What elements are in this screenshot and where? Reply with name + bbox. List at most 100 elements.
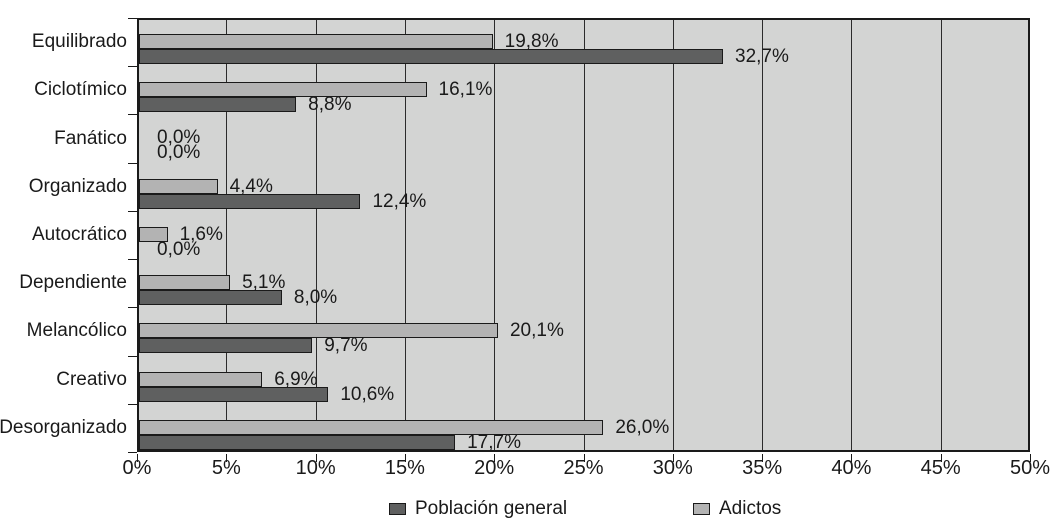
legend-item-poblacion-general: Población general	[389, 498, 567, 520]
x-tick-label: 20%	[474, 457, 515, 479]
category-row: 6,9% 10,6%	[139, 358, 1028, 406]
gridline	[404, 20, 406, 450]
x-tick-label: 40%	[831, 457, 872, 479]
legend-swatch-adictos	[693, 503, 710, 515]
gridline	[762, 20, 764, 450]
value-label-adictos: 6,9%	[274, 368, 318, 390]
category-label: Dependiente	[19, 272, 127, 294]
category-label: Melancólico	[26, 320, 127, 342]
value-label-adictos: 20,1%	[509, 320, 564, 342]
y-axis-tick	[128, 259, 137, 260]
value-label-poblacion-general: 9,7%	[324, 335, 368, 357]
gridline	[226, 20, 228, 450]
category-row: 1,6% 0,0%	[139, 213, 1028, 261]
value-label-adictos: 5,1%	[242, 272, 286, 294]
bar-adictos	[139, 82, 427, 98]
bar-poblacion-general	[139, 290, 282, 306]
legend: Población general Adictos	[0, 494, 1060, 520]
x-tick-label: 45%	[920, 457, 961, 479]
gridline	[940, 20, 942, 450]
gridline	[851, 20, 853, 450]
x-axis-tick	[315, 454, 317, 462]
x-axis-tick	[583, 454, 585, 462]
bar-adictos	[139, 323, 498, 339]
legend-label-adictos: Adictos	[719, 498, 782, 519]
value-label-poblacion-general: 10,6%	[340, 383, 395, 405]
gridline	[494, 20, 496, 450]
category-row: 0,0% 0,0%	[139, 116, 1028, 164]
value-label-poblacion-general: 17,7%	[467, 431, 521, 453]
x-axis-tick	[137, 454, 138, 462]
bar-poblacion-general	[139, 193, 361, 209]
value-label-adictos: 4,4%	[229, 175, 273, 197]
bar-poblacion-general	[139, 434, 456, 450]
value-label-poblacion-general: 12,4%	[372, 190, 427, 212]
x-tick-label: 50%	[1009, 457, 1051, 479]
x-tick-label: 25%	[563, 457, 604, 479]
x-tick-label: 30%	[652, 457, 693, 479]
x-axis-tick	[404, 454, 406, 462]
x-axis-tick	[940, 454, 942, 462]
category-label: Autocrático	[31, 223, 127, 245]
value-label-poblacion-general: 0,0%	[157, 142, 201, 164]
x-axis-tick	[1030, 454, 1031, 462]
category-row: 20,1% 9,7%	[139, 309, 1028, 357]
bar-adictos	[139, 419, 604, 435]
y-axis-tick	[128, 114, 137, 115]
category-label: Creativo	[56, 368, 127, 390]
value-label-adictos: 1,6%	[179, 223, 223, 245]
y-axis-tick	[128, 356, 137, 357]
value-label-adictos: 26,0%	[615, 416, 670, 438]
legend-label-poblacion-general: Población general	[415, 498, 568, 519]
x-tick-label: 15%	[384, 457, 425, 479]
value-label-poblacion-general: 8,8%	[308, 94, 352, 116]
bar-adictos	[139, 226, 168, 242]
category-row: 5,1% 8,0%	[139, 261, 1028, 309]
category-row: 19,8% 32,7%	[139, 20, 1028, 68]
bar-poblacion-general	[139, 49, 724, 64]
value-label-poblacion-general: 32,7%	[735, 46, 789, 67]
value-label-adictos: 0,0%	[157, 127, 201, 149]
legend-swatch-poblacion-general	[389, 503, 406, 515]
x-axis-tick	[672, 454, 674, 462]
category-label: Organizado	[28, 175, 127, 197]
category-row: 16,1% 8,8%	[139, 68, 1028, 116]
gridline	[672, 20, 674, 450]
y-axis-tick	[128, 18, 137, 19]
x-tick-label: 35%	[742, 457, 783, 479]
x-axis-tick	[851, 454, 853, 462]
x-tick-label: 0%	[122, 457, 152, 479]
bar-adictos	[139, 178, 218, 194]
x-axis-tick	[226, 454, 228, 462]
x-axis-tick	[494, 454, 496, 462]
bar-poblacion-general	[139, 386, 329, 402]
y-axis-tick	[128, 452, 137, 453]
x-axis-tick	[762, 454, 764, 462]
plot-area: 19,8% 32,7% 16,1% 8,8% 0,0% 0,0% 4,4% 12,4% 1,6%…	[128, 18, 1031, 462]
y-axis-tick	[128, 66, 137, 67]
x-tick-label: 5%	[211, 457, 241, 479]
category-label: Desorganizado	[0, 416, 127, 438]
category-label: Fanático	[54, 127, 127, 149]
gridline	[583, 20, 585, 450]
value-label-adictos: 19,8%	[504, 31, 559, 52]
value-label-poblacion-general: 8,0%	[293, 287, 338, 309]
legend-item-adictos: Adictos	[693, 498, 781, 520]
y-axis-tick	[128, 404, 137, 405]
value-label-adictos: 16,1%	[438, 79, 493, 101]
bar-adictos	[139, 34, 493, 49]
value-label-poblacion-general: 0,0%	[157, 238, 201, 260]
gridline	[315, 20, 317, 450]
y-axis-tick	[128, 211, 137, 212]
bar-poblacion-general	[139, 338, 313, 354]
bar-poblacion-general	[139, 97, 297, 113]
bar-adictos	[139, 275, 231, 291]
category-label: Ciclotímico	[34, 79, 127, 101]
category-row: 26,0% 17,7%	[139, 406, 1028, 454]
y-axis-tick	[128, 163, 137, 164]
category-row: 4,4% 12,4%	[139, 165, 1028, 213]
bar-adictos	[139, 371, 263, 387]
category-label: Equilibrado	[31, 31, 127, 53]
y-axis-tick	[128, 307, 137, 308]
